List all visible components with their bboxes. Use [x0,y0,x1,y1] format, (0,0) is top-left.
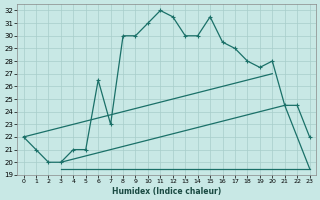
X-axis label: Humidex (Indice chaleur): Humidex (Indice chaleur) [112,187,221,196]
